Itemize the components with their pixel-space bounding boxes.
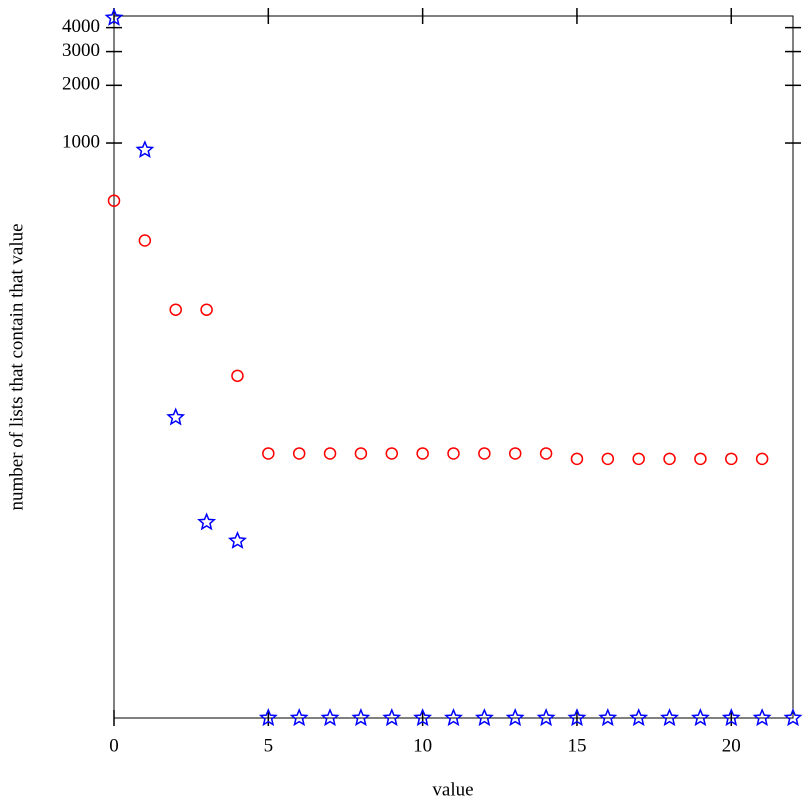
- circle-point: [262, 447, 275, 460]
- star-point: [135, 140, 155, 158]
- star-point: [413, 708, 433, 727]
- circle-point: [632, 452, 645, 466]
- star-point: [783, 708, 803, 727]
- circle-point: [323, 447, 337, 460]
- circle-point: [725, 452, 738, 466]
- x-tick-label: 20: [722, 735, 741, 756]
- star-point: [351, 708, 371, 727]
- star-point: [166, 407, 186, 426]
- star-point: [474, 708, 494, 727]
- x-axis-label: value: [432, 779, 473, 800]
- x-tick-label: 15: [567, 735, 586, 756]
- star-point: [629, 708, 649, 727]
- circle-point: [601, 452, 615, 466]
- circle-point: [663, 452, 676, 466]
- circle-point: [138, 234, 152, 247]
- y-tick-label: 2000: [62, 74, 100, 95]
- star-point: [567, 708, 587, 727]
- circle-point: [385, 447, 399, 460]
- star-point: [752, 708, 772, 727]
- star-point: [227, 531, 247, 549]
- circle-point: [755, 452, 769, 466]
- star-point: [289, 708, 309, 727]
- star-point: [320, 708, 340, 727]
- star-point: [382, 708, 402, 727]
- star-point: [690, 708, 710, 727]
- circle-point: [570, 452, 584, 466]
- circle-point: [447, 447, 460, 460]
- circle-point: [107, 194, 121, 207]
- plot-frame: [113, 15, 794, 719]
- circle-point: [539, 447, 553, 460]
- star-point: [598, 708, 618, 727]
- star-point: [104, 7, 124, 26]
- circle-point: [508, 447, 522, 460]
- star-point: [197, 512, 217, 531]
- star-point: [505, 708, 525, 727]
- circle-point: [231, 369, 244, 383]
- y-tick-label: 1000: [62, 131, 100, 152]
- circle-point: [694, 452, 707, 466]
- y-tick-label: 3000: [62, 40, 100, 61]
- star-point: [536, 708, 556, 727]
- star-point: [660, 708, 680, 727]
- circle-point: [478, 447, 491, 460]
- y-tick-label: 4000: [62, 16, 100, 37]
- circle-point: [169, 303, 182, 316]
- star-point: [721, 708, 741, 727]
- circle-point: [416, 447, 429, 460]
- star-point: [444, 708, 463, 727]
- x-tick-label: 0: [109, 735, 119, 756]
- y-axis-label: number of lists that contain that value: [6, 223, 27, 510]
- circle-point: [200, 303, 213, 316]
- circle-point: [354, 447, 368, 460]
- x-tick-label: 10: [413, 735, 432, 756]
- x-tick-label: 5: [264, 735, 274, 756]
- star-point: [258, 708, 278, 727]
- circle-point: [292, 447, 306, 460]
